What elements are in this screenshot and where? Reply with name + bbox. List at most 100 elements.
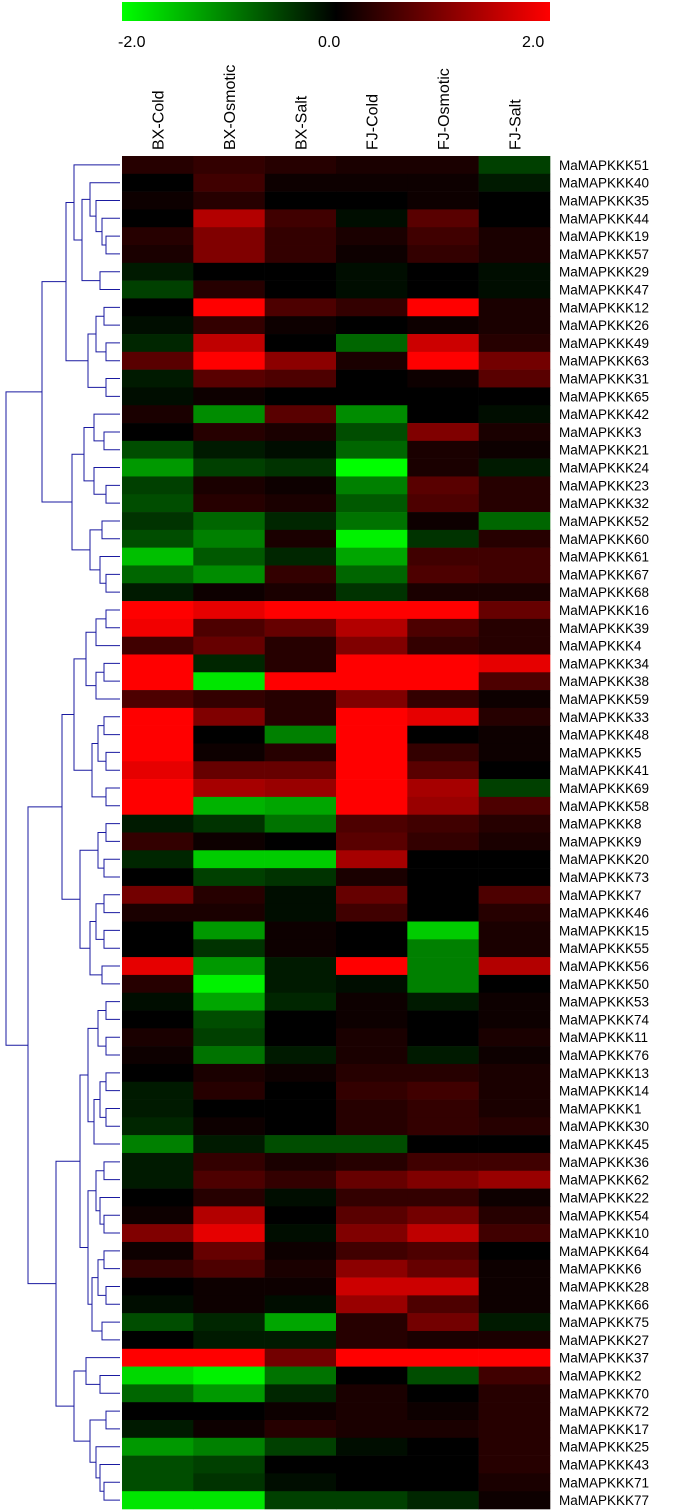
heatmap-cell (407, 921, 479, 940)
row-label: MaMAPKKK34 (559, 656, 650, 671)
row-label: MaMAPKKK66 (559, 1297, 649, 1312)
heatmap-cell (336, 707, 408, 726)
heatmap-cell (122, 850, 194, 869)
heatmap-cell (193, 921, 265, 940)
heatmap-cell (478, 1046, 551, 1065)
heatmap-cell (122, 707, 194, 726)
heatmap-cell (193, 654, 265, 673)
heatmap-cell (264, 814, 337, 833)
heatmap-cell (193, 1224, 265, 1243)
heatmap-cell (193, 351, 265, 370)
heatmap-cell (336, 761, 408, 780)
heatmap-cell (336, 814, 408, 833)
heatmap-cell (193, 316, 265, 335)
heatmap-cell (122, 565, 194, 584)
heatmap-cell (264, 707, 337, 726)
heatmap-cell (122, 1028, 194, 1047)
heatmap-cell (478, 1081, 551, 1100)
heatmap-cell (264, 939, 337, 958)
heatmap-cell (407, 707, 479, 726)
heatmap-cell (407, 1028, 479, 1047)
heatmap-cell (407, 156, 479, 175)
dendrogram-branch (89, 1419, 106, 1463)
heatmap-cell (122, 690, 194, 709)
heatmap-cell (122, 476, 194, 495)
heatmap-cell (336, 618, 408, 637)
heatmap-cell (478, 1117, 551, 1136)
row-label: MaMAPKKK67 (559, 567, 649, 582)
dendrogram-branch (105, 1072, 120, 1092)
heatmap-cell (478, 885, 551, 905)
dendrogram-branch (99, 1374, 120, 1394)
heatmap-cell (193, 1402, 265, 1421)
heatmap-cell (407, 298, 479, 317)
row-label: MaMAPKKK22 (559, 1190, 649, 1205)
heatmap-cell (336, 1402, 408, 1421)
dendrogram-branch (95, 671, 120, 700)
heatmap-cell (193, 814, 265, 833)
row-label: MaMAPKKK9 (559, 834, 642, 849)
row-label: MaMAPKKK37 (559, 1351, 649, 1366)
heatmap-cell (122, 316, 194, 335)
row-label: MaMAPKKK44 (559, 211, 650, 226)
heatmap-cell (193, 1419, 265, 1439)
row-label: MaMAPKKK10 (559, 1226, 649, 1241)
dendrogram-branch (65, 201, 88, 362)
heatmap-cell (193, 1491, 265, 1510)
heatmap-cell (336, 779, 408, 798)
heatmap-cell (478, 903, 551, 922)
row-label: MaMAPKKK32 (559, 496, 649, 511)
row-label: MaMAPKKK26 (559, 318, 649, 333)
heatmap-cell (264, 351, 337, 370)
heatmap-cell (407, 1099, 479, 1118)
heatmap-cell (336, 440, 408, 459)
heatmap-cell (407, 351, 479, 370)
heatmap-cell (264, 1010, 337, 1029)
dendrogram-branch (105, 484, 120, 504)
heatmap-cell (478, 761, 551, 780)
row-label: MaMAPKKK11 (559, 1030, 648, 1045)
heatmap-cell (478, 636, 551, 655)
heatmap-cell (264, 618, 337, 637)
heatmap-cell (478, 1224, 551, 1243)
heatmap-cell (336, 903, 408, 922)
heatmap-cell (336, 1063, 408, 1083)
heatmap-cell (478, 1188, 551, 1207)
heatmap-cell (478, 957, 551, 976)
row-label: MaMAPKKK20 (559, 852, 649, 867)
heatmap-cell (478, 868, 551, 887)
heatmap-cell (336, 227, 408, 246)
heatmap-cell (122, 957, 194, 976)
heatmap-cell (336, 565, 408, 584)
heatmap-cell (122, 1259, 194, 1278)
heatmap-cell (407, 334, 479, 353)
heatmap-cell (478, 262, 551, 281)
heatmap-cell (193, 1277, 265, 1296)
column-label: BX-Salt (293, 95, 310, 150)
heatmap-cell (478, 796, 551, 815)
heatmap-cell (122, 618, 194, 637)
dendrogram-branch (105, 1285, 120, 1305)
heatmap-cell (478, 654, 551, 673)
dendrogram-branch (83, 426, 94, 482)
heatmap-cell (407, 209, 479, 228)
heatmap-cell (264, 868, 337, 887)
heatmap-cell (407, 761, 479, 780)
heatmap-cell (407, 939, 479, 958)
heatmap-cell (336, 1241, 408, 1261)
row-label: MaMAPKKK45 (559, 1137, 649, 1152)
heatmap-cell (264, 903, 337, 922)
colorbar-max-label: 2.0 (522, 34, 544, 51)
heatmap-cell (193, 1099, 265, 1118)
heatmap-cell (264, 1241, 337, 1261)
row-label: MaMAPKKK38 (559, 674, 649, 689)
heatmap-cell (122, 725, 194, 744)
heatmap-cell (193, 707, 265, 726)
heatmap-cell (193, 512, 265, 531)
column-label: FJ-Salt (507, 99, 524, 150)
heatmap-cell (336, 1348, 408, 1367)
heatmap-cell (193, 1063, 265, 1083)
heatmap-cell (264, 1063, 337, 1083)
dendrogram-branch (105, 787, 120, 807)
row-label: MaMAPKKK42 (559, 407, 649, 422)
